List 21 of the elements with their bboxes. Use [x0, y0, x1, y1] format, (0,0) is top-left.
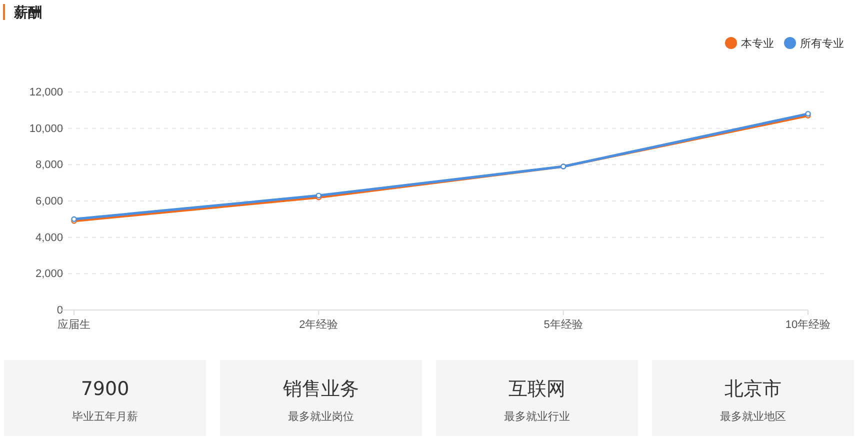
- text: 销售业务: [282, 378, 359, 400]
- text: 最多就业行业: [504, 410, 570, 423]
- y-tick-label: 6,000: [35, 196, 63, 208]
- y-tick-label: 10,000: [29, 122, 63, 135]
- x-tick-label: 2年经验: [299, 318, 338, 331]
- y-tick-label: 2,000: [35, 268, 63, 280]
- y-tick-label: 4,000: [35, 232, 63, 244]
- text: 最多就业地区: [720, 410, 786, 423]
- text: 北京市: [724, 378, 782, 400]
- legend-label: 所有专业: [800, 37, 844, 50]
- text: 毕业五年月薪: [72, 410, 138, 423]
- y-tick-label: 12,000: [29, 86, 63, 99]
- text: 最多就业岗位: [288, 410, 354, 423]
- x-tick-label: 应届生: [58, 318, 90, 331]
- text: 互联网: [508, 378, 566, 400]
- y-tick-label: 8,000: [35, 159, 63, 172]
- chart-title: 薪酬: [13, 5, 42, 21]
- text: 7900: [80, 378, 130, 400]
- x-tick-label: 10年经验: [785, 318, 831, 331]
- legend-label: 本专业: [741, 37, 774, 50]
- x-tick-label: 5年经验: [544, 318, 583, 331]
